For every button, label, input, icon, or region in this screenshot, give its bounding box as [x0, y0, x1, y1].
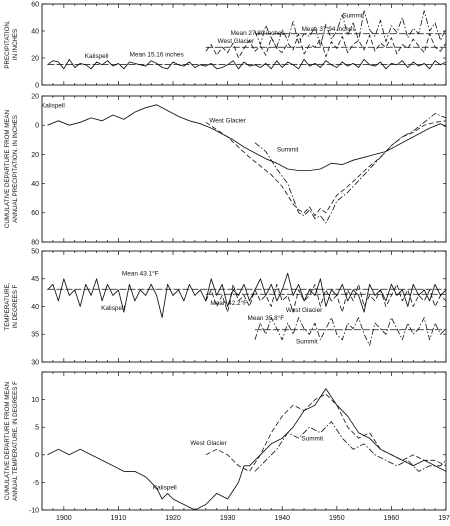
series-kalispell	[47, 104, 447, 171]
annotation-label: West Glacier	[286, 307, 323, 314]
y-tick-label: 80	[31, 239, 39, 246]
annotation-label: Mean 15.16 inches	[130, 52, 184, 59]
y-tick-label: -10	[29, 507, 39, 514]
annotation-label: West Glacier	[209, 117, 246, 124]
annotation-label: Mean 35.8°F	[248, 314, 285, 322]
x-tick-label: 1930	[220, 515, 236, 522]
annotation-label: Summit	[296, 339, 318, 346]
x-tick-label: 1960	[384, 515, 400, 522]
annotation-label: West Glacier	[190, 440, 227, 447]
series-summit	[254, 421, 447, 472]
x-tick-label: 1970	[438, 515, 450, 522]
annotation-label: Mean 42.2°F	[210, 299, 247, 307]
annotation-label: Summit	[301, 435, 323, 442]
annotation-label: Summit	[277, 146, 299, 153]
y-tick-label: 35	[31, 332, 39, 339]
panel-precip: 0 20 40 60 PRECIPITATION, IN INCHES Kalispell M…	[4, 1, 447, 89]
y-tick-label: 50	[31, 248, 39, 255]
panel-frame	[41, 3, 447, 86]
series-west-glacier	[205, 393, 447, 472]
y-axis-label: CUMULATIVE DEPARTURE FROM MEAN	[4, 382, 11, 500]
series-kalispell	[47, 58, 447, 70]
y-tick-label: 0	[35, 452, 39, 459]
y-axis-label: IN DEGREES F	[12, 284, 19, 328]
series-west-glacier	[205, 283, 447, 313]
y-tick-label: 40	[31, 181, 39, 188]
series-summit	[254, 113, 447, 224]
y-tick-label: -5	[33, 480, 39, 487]
annotation-label: Kalispell	[85, 53, 109, 60]
y-axis-label: PRECIPITATION,	[4, 20, 11, 69]
y-tick-label: 40	[31, 28, 39, 35]
annotation-label: Kalispell	[41, 103, 65, 110]
y-tick-label: 20	[31, 93, 39, 100]
annotation-label: Kalispell	[153, 485, 177, 492]
panel-temp: 30 35 40 45 50 TEMPERATURE, IN DEGREES F Mean 4…	[4, 248, 447, 366]
annotation-label: Kalispell	[101, 305, 125, 312]
series-west-glacier	[205, 120, 447, 217]
series-kalispell	[47, 272, 447, 319]
annotation-label: Mean 37.94 inches	[302, 26, 356, 33]
x-tick-label: 1900	[56, 515, 72, 522]
x-tick-label: 1920	[165, 515, 181, 522]
y-tick-label: 40	[31, 304, 39, 311]
series-kalispell	[47, 388, 447, 511]
x-tick-label: 1950	[329, 515, 345, 522]
y-axis-label: CUMULATIVE DEPARTURE FROM MEAN	[4, 110, 11, 228]
y-tick-label: 60	[31, 1, 39, 8]
series-summit	[254, 317, 447, 346]
panel-frame	[41, 371, 447, 511]
annotation-label: Mean 27.89 inches	[231, 30, 285, 37]
x-tick-label: 1940	[274, 515, 290, 522]
x-tick-label: 1910	[111, 515, 127, 522]
panel-precip-cumdep: 80 60 40 20 0 20 CUMULATIVE DEPARTURE FROM MEA…	[4, 93, 447, 246]
y-tick-label: 10	[31, 397, 39, 404]
annotation-label: Summit	[342, 13, 364, 20]
annotation-label: West Glacier	[218, 38, 255, 45]
y-axis-label: ANNUAL PRECIPITATION, IN INCHES	[12, 115, 19, 223]
y-tick-label: 20	[31, 152, 39, 159]
y-tick-label: 0	[35, 82, 39, 89]
y-tick-label: 20	[31, 55, 39, 62]
y-tick-label: 30	[31, 359, 39, 366]
y-tick-label: 0	[35, 123, 39, 130]
panel-temp-cumdep: -10 -5 0 5 10 1900 1910 1920 1930 1940 1950 1960 197…	[4, 371, 450, 522]
y-axis-label: ANNUAL TEMPERATURE, IN DEGREES F	[12, 381, 19, 501]
y-axis-label: IN INCHES	[12, 29, 19, 60]
y-tick-label: 60	[31, 210, 39, 217]
annotation-label: Mean 43.1°F	[122, 269, 159, 277]
series-summit	[254, 10, 447, 48]
y-axis-label: TEMPERATURE,	[4, 282, 11, 330]
y-tick-label: 5	[35, 425, 39, 432]
panel-frame	[41, 95, 447, 243]
y-tick-label: 45	[31, 276, 39, 283]
